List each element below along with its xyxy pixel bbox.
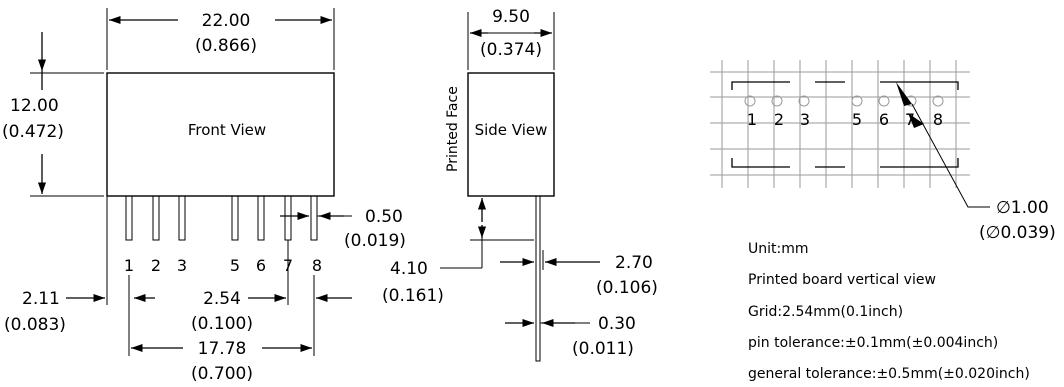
front-pin-3 (178, 195, 186, 241)
pcb-hole (771, 95, 783, 107)
pcb-pin-number: 5 (852, 110, 862, 129)
front-height-mm: 12.00 (10, 96, 59, 116)
pcb-pin-number: 6 (879, 110, 889, 129)
pin-length-mm: 4.10 (390, 259, 428, 279)
front-view: Front View 1 2 3 5 6 7 8 22.00 (0.866) (2, 8, 406, 384)
pin-width-in: (0.019) (344, 231, 406, 251)
front-pin-2 (152, 195, 160, 241)
pin-offset-mm: 2.70 (615, 253, 653, 273)
pcb-pin-number: 7 (905, 110, 915, 129)
front-view-body (106, 72, 335, 197)
note-unit: Unit:mm (748, 241, 809, 257)
pcb-hole (798, 95, 810, 107)
pin-length-in: (0.161) (382, 286, 444, 306)
front-pin-number: 1 (124, 256, 134, 275)
note-pin-tolerance: pin tolerance:±0.1mm(±0.004inch) (748, 335, 998, 351)
pin-pitch-in: (0.100) (191, 314, 253, 334)
pcb-pin-number: 8 (933, 110, 943, 129)
pin-orientation-marker (896, 82, 912, 106)
front-height-in: (0.472) (2, 122, 64, 142)
front-pin-5 (231, 195, 239, 241)
front-pin-numbers: 1 2 3 5 6 7 8 (124, 256, 322, 275)
hole-diameter-in: (∅0.039) (979, 223, 1056, 243)
pcb-pin-number: 2 (774, 110, 784, 129)
pcb-hole (932, 95, 944, 107)
hole-leader-line (911, 103, 990, 208)
front-pin-number: 5 (230, 256, 240, 275)
front-pin-number: 6 (256, 256, 266, 275)
pin-thickness-mm: 0.30 (598, 314, 636, 334)
note-view: Printed board vertical view (748, 272, 936, 288)
side-view-body (467, 72, 555, 197)
front-pin-number: 2 (151, 256, 161, 275)
front-pin-8 (310, 195, 318, 241)
front-pins (125, 195, 318, 241)
pcb-hole (744, 95, 756, 107)
side-pin (535, 195, 541, 362)
side-view: Side View Printed Face 9.50 (0.374) 4.10… (382, 7, 658, 362)
front-pin-1 (125, 195, 133, 241)
hole-diameter-mm: ∅1.00 (996, 198, 1049, 218)
pin-thickness-in: (0.011) (572, 339, 634, 359)
side-view-label: Side View (475, 121, 548, 139)
pin-span-in: (0.700) (191, 364, 253, 384)
notes: Unit:mm Printed board vertical view Grid… (748, 241, 1030, 382)
pcb-pin-number: 3 (800, 110, 810, 129)
pcb-view: 1 2 3 5 6 7 8 ∅1.00 (∅0.039) (710, 60, 1056, 243)
edge-offset-mm: 2.11 (22, 289, 60, 309)
pcb-holes (744, 95, 944, 107)
front-pin-6 (257, 195, 265, 241)
front-width-in: (0.866) (195, 36, 257, 56)
side-width-in: (0.374) (480, 40, 542, 60)
note-general-tolerance: general tolerance:±0.5mm(±0.020inch) (748, 366, 1030, 382)
front-pin-number: 8 (312, 256, 322, 275)
pcb-hole (851, 95, 863, 107)
note-grid: Grid:2.54mm(0.1inch) (748, 304, 903, 320)
pin-orientation-marker (908, 113, 924, 128)
pcb-pin-number: 1 (747, 110, 757, 129)
pin-span-mm: 17.78 (198, 339, 247, 359)
printed-face-label: Printed Face (445, 86, 461, 172)
pin-offset-in: (0.106) (596, 278, 658, 298)
front-pin-7 (284, 195, 292, 241)
front-pin-number: 3 (177, 256, 187, 275)
edge-offset-in: (0.083) (4, 315, 66, 335)
side-width-mm: 9.50 (492, 7, 530, 27)
pcb-outline (731, 81, 959, 168)
front-view-label: Front View (188, 121, 266, 139)
pcb-hole (878, 95, 890, 107)
pin-width-mm: 0.50 (365, 207, 403, 227)
pin-pitch-mm: 2.54 (203, 289, 241, 309)
front-width-mm: 22.00 (202, 11, 251, 31)
pcb-pin-numbers: 1 2 3 5 6 7 8 (747, 110, 943, 129)
